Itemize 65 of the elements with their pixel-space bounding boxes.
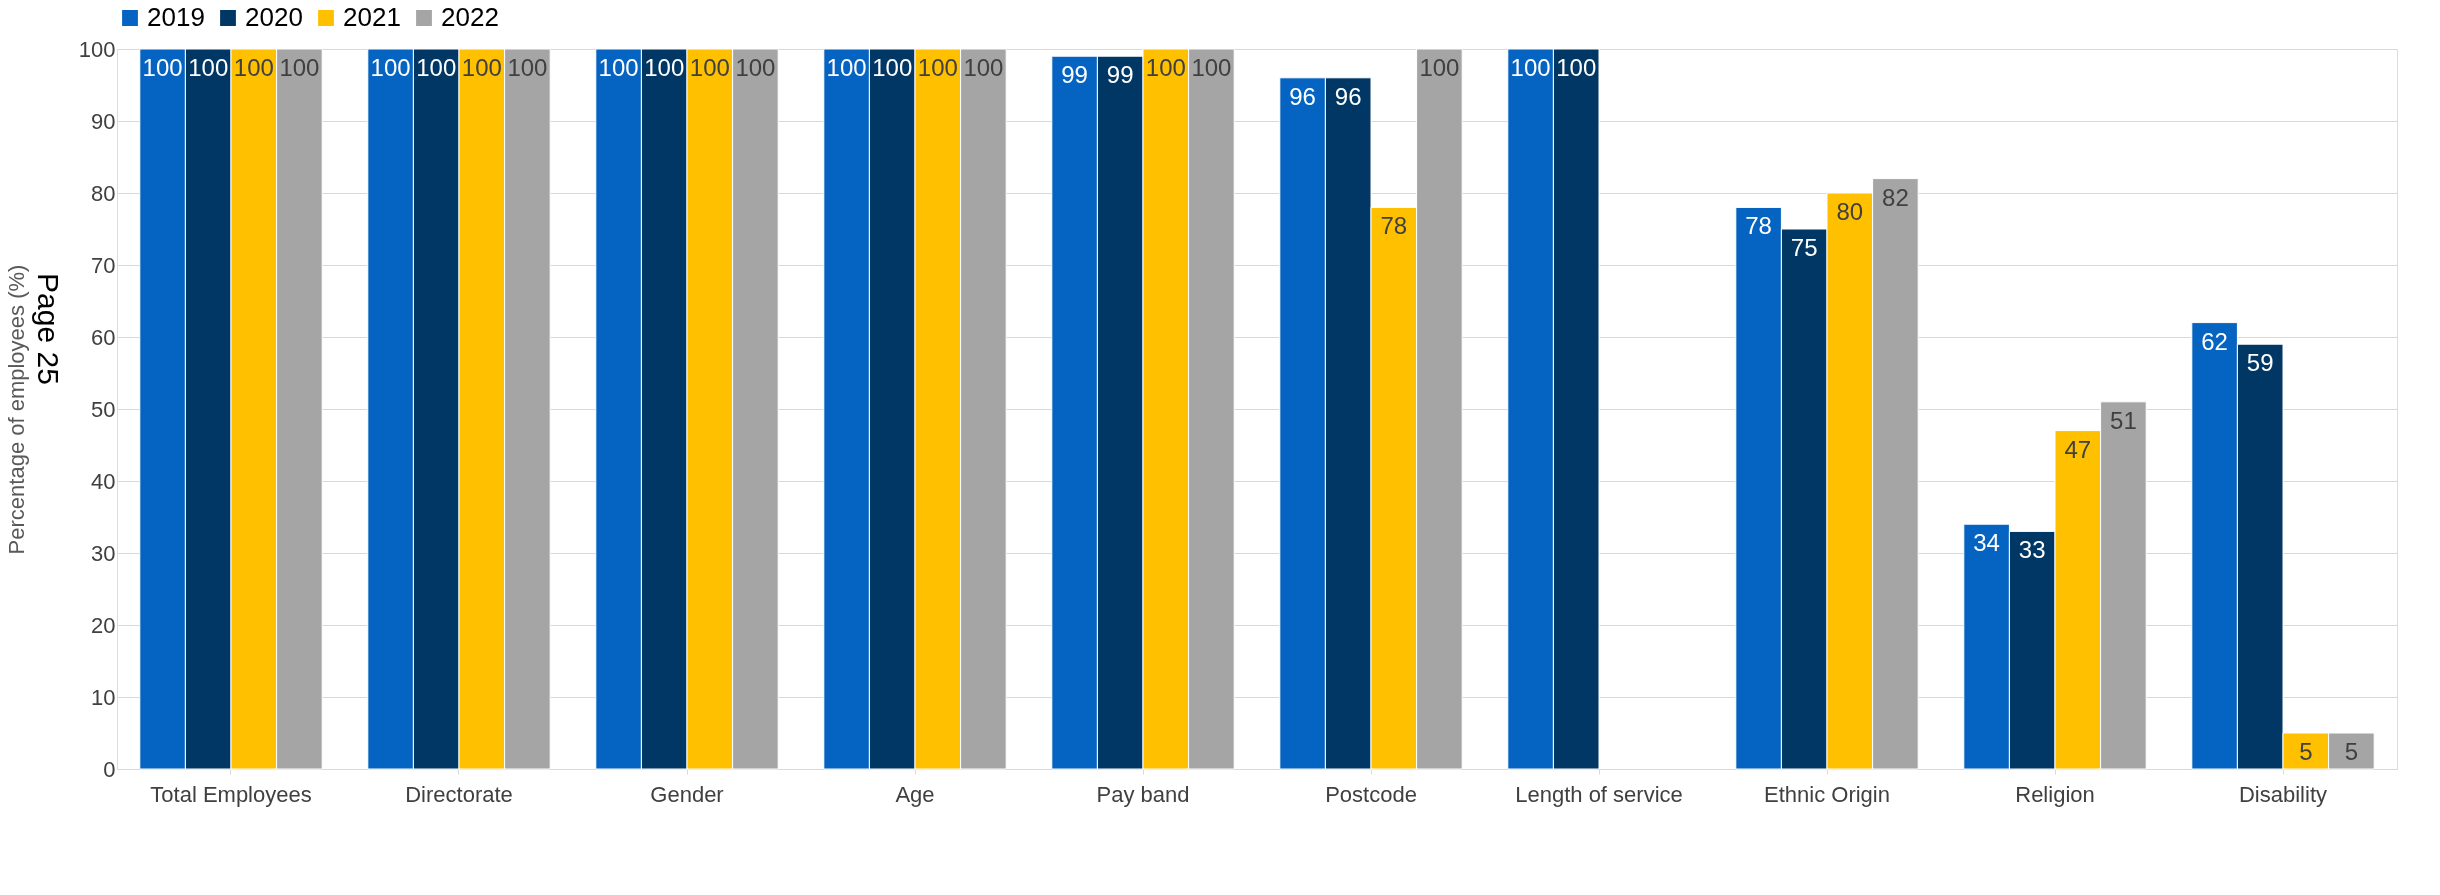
x-tick-label: Ethnic Origin (1764, 781, 1890, 807)
data-label: 100 (598, 54, 639, 81)
data-label: 100 (279, 54, 320, 81)
data-label: 100 (416, 54, 457, 81)
data-label: 62 (2201, 327, 2228, 355)
data-label: 100 (507, 54, 548, 81)
data-label: 75 (1790, 234, 1818, 261)
data-label: 100 (370, 54, 411, 81)
data-label: 78 (1745, 212, 1772, 240)
data-label: 100 (917, 54, 958, 81)
data-label: 100 (188, 54, 229, 81)
data-label: 100 (872, 54, 913, 81)
data-label: 59 (2246, 349, 2274, 377)
data-label: 80 (1836, 198, 1864, 225)
y-tick-label: 50 (91, 396, 116, 422)
data-label: 82 (1882, 183, 1909, 211)
y-axis-title: Percentage of employees (%) (3, 264, 29, 555)
text: Page 25 (32, 273, 65, 385)
y-tick-label: 100 (78, 36, 116, 62)
legend-label: 2022 (441, 2, 499, 32)
data-label: 100 (644, 54, 685, 81)
x-tick-label: Pay band (1096, 781, 1190, 807)
data-label: 100 (689, 54, 730, 81)
data-label: 34 (1973, 529, 2000, 557)
legend-label: 2021 (343, 2, 401, 32)
legend-label: 2019 (147, 2, 205, 32)
x-tick-label: Total Employees (150, 781, 312, 807)
y-tick-label: 10 (91, 684, 116, 710)
data-label: 96 (1289, 82, 1316, 110)
y-tick-label: 0 (103, 756, 116, 782)
data-label: 96 (1334, 82, 1362, 110)
x-tick-label: Length of service (1515, 781, 1683, 807)
data-label: 100 (233, 54, 274, 81)
y-tick-label: 40 (91, 468, 116, 494)
data-label: 100 (826, 54, 867, 81)
x-tick-label: Disability (2238, 781, 2328, 807)
data-label: 99 (1061, 61, 1088, 89)
y-tick-label: 90 (91, 108, 116, 134)
y-tick-label: 80 (91, 180, 116, 206)
data-label: 78 (1380, 212, 1408, 240)
data-label: 33 (2018, 536, 2046, 564)
y-tick-label: 70 (91, 252, 116, 278)
x-tick-label: Gender (650, 781, 724, 807)
y-tick-label: 30 (91, 540, 116, 566)
data-label: 100 (963, 54, 1004, 81)
x-tick-label: Postcode (1325, 781, 1417, 807)
data-label: 47 (2064, 435, 2092, 463)
data-label: 5 (2299, 738, 2313, 765)
x-tick-label: Religion (2015, 781, 2095, 807)
y-tick-label: 20 (91, 612, 116, 638)
data-label: 100 (461, 54, 502, 81)
legend-label: 2020 (245, 2, 303, 32)
data-label: 100 (1510, 54, 1551, 81)
data-label: 100 (1145, 54, 1186, 81)
y-tick-label: 60 (91, 324, 116, 350)
data-label: 51 (2110, 406, 2137, 434)
data-label: 100 (1191, 54, 1232, 81)
x-tick-label: Age (895, 781, 935, 807)
x-tick-label: Directorate (405, 781, 513, 807)
data-label: 100 (735, 54, 776, 81)
data-label: 100 (142, 54, 183, 81)
data-label: 99 (1106, 61, 1134, 89)
data-label: 100 (1419, 54, 1460, 81)
data-label: 100 (1556, 54, 1597, 81)
data-label: 5 (2344, 738, 2359, 765)
